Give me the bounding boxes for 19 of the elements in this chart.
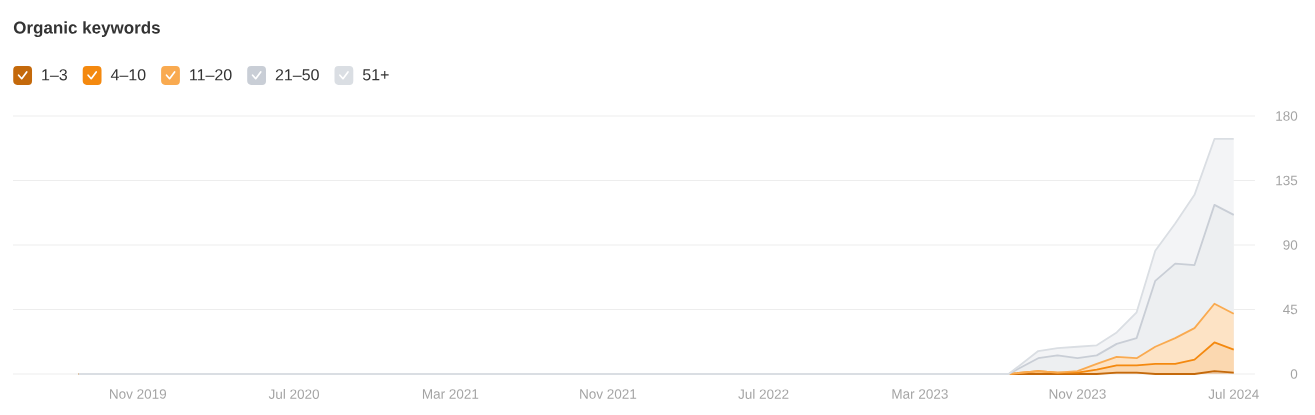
chart-title: Organic keywords (13, 21, 160, 38)
x-tick-label: Nov 2021 (580, 389, 637, 399)
y-tick-label: 90 (1283, 240, 1298, 250)
x-tick-label: Nov 2023 (1049, 389, 1106, 399)
x-tick-label: Mar 2021 (422, 389, 479, 399)
y-tick-label: 0 (1290, 369, 1298, 379)
x-tick-label: Jul 2024 (1208, 389, 1259, 399)
x-tick-label: Mar 2023 (892, 389, 948, 399)
y-tick-label: 180 (1276, 111, 1298, 121)
x-tick-label: Jul 2020 (268, 389, 320, 399)
legend-label: 11–20 (190, 69, 232, 81)
legend-label: 51+ (362, 69, 389, 81)
legend-label: 4–10 (110, 69, 146, 81)
legend-label: 1–3 (42, 69, 67, 81)
x-tick-label: Jul 2022 (738, 389, 789, 399)
y-tick-label: 45 (1283, 304, 1298, 315)
legend-label: 21–50 (275, 69, 319, 81)
x-tick-label: Nov 2019 (110, 389, 167, 399)
y-tick-label: 135 (1276, 175, 1298, 186)
